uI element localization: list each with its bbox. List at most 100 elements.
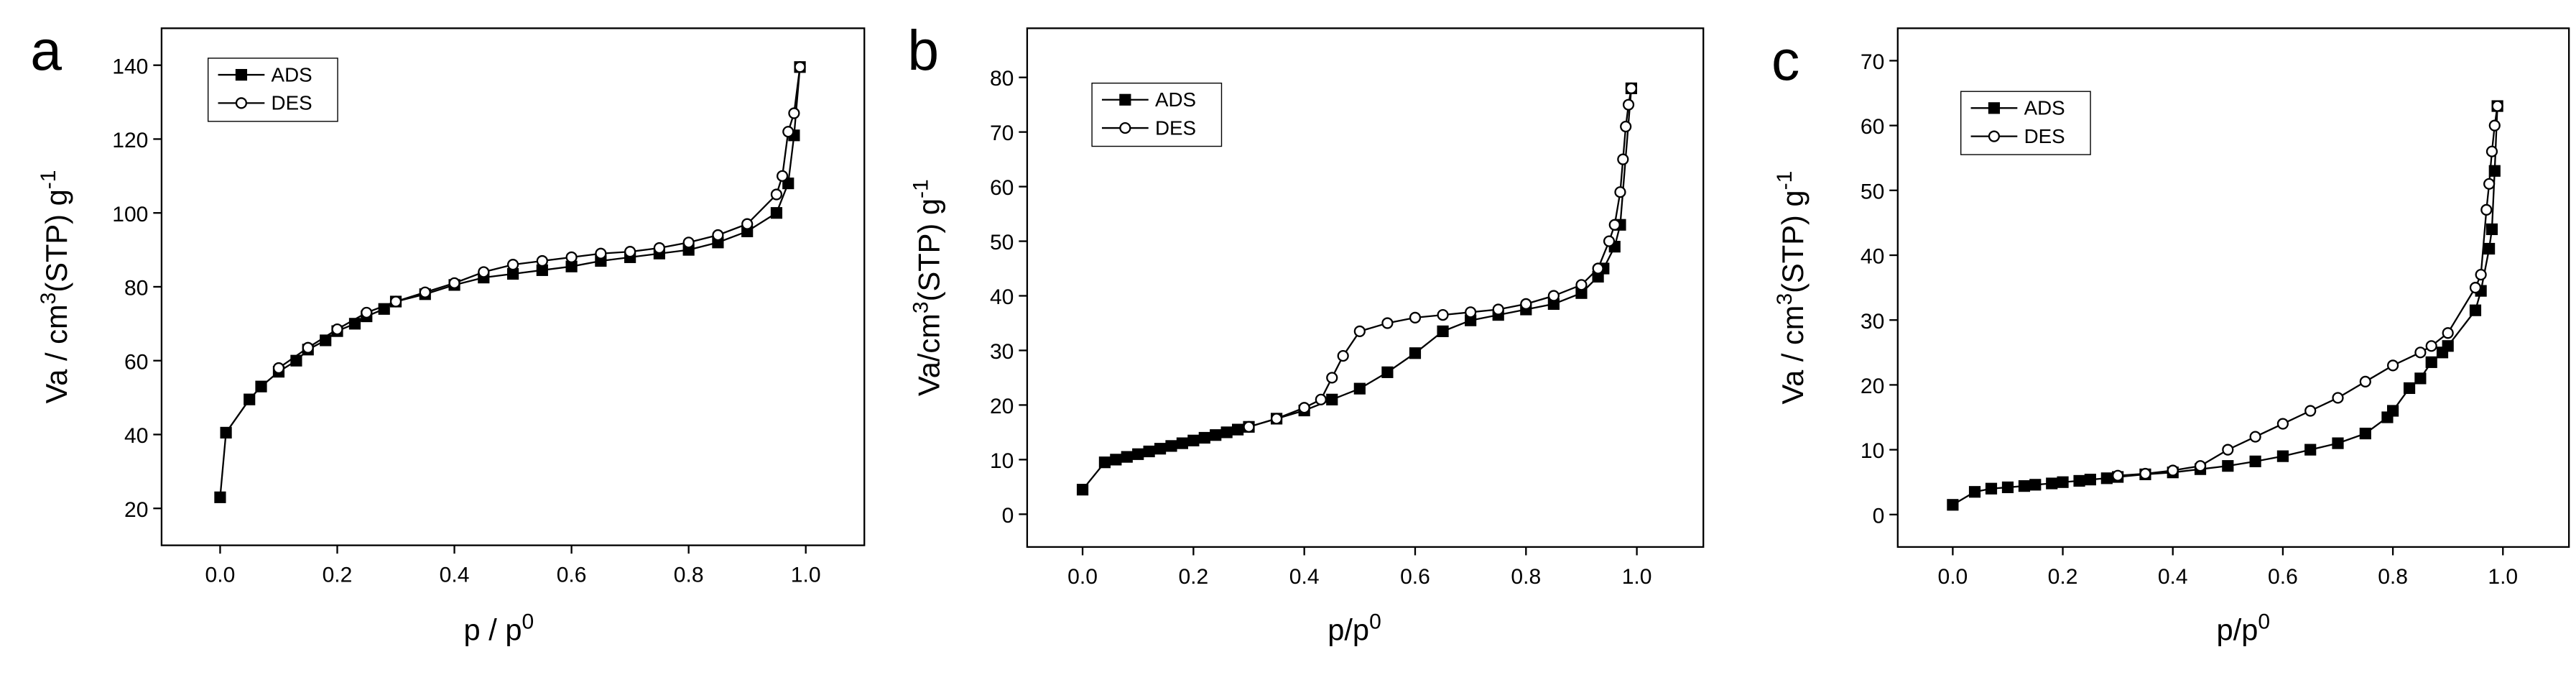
- marker: [1947, 499, 1959, 511]
- marker: [2167, 464, 2179, 477]
- marker: [2057, 476, 2069, 488]
- x-tick-label: 0.4: [1289, 565, 1320, 589]
- marker: [2100, 472, 2113, 485]
- marker: [1520, 298, 1532, 310]
- legend-box: [1960, 91, 2091, 155]
- series-line: [1248, 88, 1633, 428]
- marker: [1326, 372, 1338, 384]
- marker: [770, 207, 783, 219]
- x-tick-label: 0.4: [2158, 565, 2188, 589]
- marker: [1547, 290, 1560, 302]
- marker: [1353, 382, 1366, 395]
- y-axis-label-part: -1: [37, 170, 60, 190]
- marker: [1465, 306, 1477, 318]
- marker: [1231, 423, 1244, 436]
- x-axis-label-part: 0: [522, 610, 534, 633]
- series-line: [2118, 106, 2498, 477]
- marker: [1614, 186, 1626, 198]
- x-tick-label: 0.0: [1937, 565, 1968, 589]
- marker: [244, 393, 256, 405]
- marker: [777, 170, 789, 182]
- x-axis-label: p/p0: [1328, 610, 1381, 647]
- panel: b0.0 0.2 0.4 0.6 0.8 1.001020304050607080p/p0…: [907, 19, 1705, 647]
- marker: [1337, 349, 1349, 362]
- marker: [2359, 375, 2371, 387]
- y-tick-label: 80: [124, 277, 148, 300]
- marker: [782, 178, 794, 190]
- marker: [2485, 223, 2498, 236]
- y-axis-label-part: (STP) g: [40, 189, 73, 292]
- marker: [1176, 437, 1189, 449]
- marker: [1381, 317, 1394, 329]
- legend-label: DES: [1155, 116, 1196, 139]
- marker: [2480, 203, 2493, 216]
- legend-marker: [235, 68, 248, 81]
- marker: [1622, 98, 1635, 111]
- legend-marker: [1119, 93, 1131, 106]
- marker: [1492, 303, 1504, 316]
- x-axis-label-part: p/p: [2217, 612, 2258, 646]
- marker: [2475, 268, 2487, 281]
- plot-frame: [160, 27, 866, 546]
- marker: [272, 362, 285, 375]
- y-tick-label: 10: [1861, 439, 1884, 463]
- x-tick-label: 0.6: [1400, 565, 1430, 589]
- marker: [448, 277, 460, 289]
- marker: [1187, 434, 1200, 446]
- x-tick-label: 0.2: [2048, 565, 2078, 589]
- x-tick-label: 0.2: [323, 563, 353, 587]
- x-tick-label: 1.0: [2488, 565, 2518, 589]
- x-tick-label: 0.6: [557, 563, 587, 587]
- marker: [1110, 454, 1122, 466]
- x-tick-label: 0.8: [2378, 565, 2408, 589]
- marker: [1617, 153, 1629, 165]
- series-line: [1082, 88, 1633, 490]
- marker: [2485, 145, 2498, 157]
- marker: [290, 354, 302, 367]
- marker: [2276, 450, 2289, 462]
- marker: [2386, 405, 2399, 417]
- marker: [1270, 413, 1283, 425]
- y-tick-label: 40: [124, 424, 148, 448]
- y-tick-label: 20: [990, 395, 1014, 418]
- legend-label: ADS: [2024, 97, 2065, 119]
- marker: [2001, 481, 2014, 494]
- y-tick-label: 40: [1861, 245, 1884, 269]
- marker: [2442, 340, 2454, 352]
- marker: [2249, 455, 2261, 467]
- marker: [2332, 437, 2344, 449]
- marker: [2425, 356, 2437, 368]
- marker: [2414, 346, 2427, 359]
- x-tick-label: 0.4: [440, 563, 470, 587]
- marker: [1381, 366, 1394, 378]
- marker: [536, 254, 548, 267]
- marker: [741, 218, 754, 230]
- marker: [419, 286, 431, 298]
- y-tick-label: 30: [1861, 310, 1884, 334]
- marker: [2483, 178, 2496, 190]
- marker: [653, 242, 665, 254]
- marker: [1298, 402, 1310, 414]
- marker: [565, 251, 578, 263]
- panel: c0.0 0.2 0.4 0.6 0.8 1.0010203040506070p/p0Va…: [1771, 27, 2570, 647]
- y-axis-label: Va / cm3(STP) g-1: [37, 170, 74, 404]
- marker: [2222, 460, 2234, 472]
- marker: [2276, 418, 2289, 430]
- marker: [1198, 431, 1210, 444]
- y-tick-label: 10: [990, 449, 1014, 473]
- marker: [1409, 347, 1422, 359]
- y-axis-label-part: (STP) g: [912, 198, 945, 301]
- y-axis-label-part: -1: [1772, 171, 1796, 190]
- y-axis-label: Va / cm3(STP) g-1: [1772, 171, 1810, 405]
- x-tick-label: 1.0: [791, 563, 821, 587]
- marker: [2469, 282, 2482, 294]
- marker: [1165, 440, 1177, 452]
- marker: [2414, 372, 2427, 385]
- marker: [1603, 235, 1616, 247]
- x-axis-label: p/p0: [2217, 610, 2271, 647]
- marker: [1353, 325, 1366, 337]
- y-axis-label-part: -1: [909, 179, 932, 198]
- marker: [1210, 429, 1222, 441]
